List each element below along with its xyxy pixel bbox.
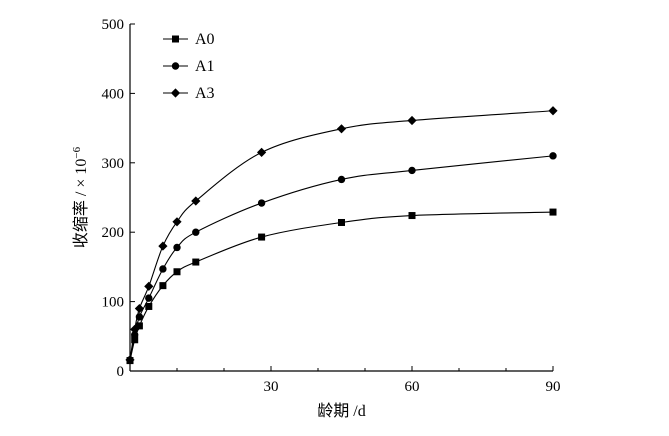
data-point-a1 — [145, 294, 153, 302]
y-tick-label: 400 — [102, 86, 125, 102]
data-point-a1 — [408, 166, 416, 175]
legend-item-a3: A3 — [163, 85, 215, 102]
data-point-a3 — [548, 106, 558, 116]
legend-label: A3 — [195, 85, 215, 102]
legend-item-a1: A1 — [163, 58, 215, 75]
series-a3 — [125, 106, 558, 365]
data-point-a3 — [125, 355, 135, 365]
legend-label: A0 — [195, 31, 215, 48]
y-tick-label: 200 — [102, 225, 125, 241]
data-point-a3 — [191, 196, 201, 206]
legend-label: A1 — [195, 58, 215, 75]
x-tick-label: 60 — [405, 379, 420, 395]
data-point-a0 — [135, 322, 143, 330]
y-tick-label: 500 — [102, 17, 125, 33]
y-tick-label: 100 — [102, 295, 125, 311]
legend-marker — [170, 88, 181, 98]
data-point-a0 — [131, 336, 139, 344]
data-point-a1 — [131, 331, 139, 339]
series-line-a3 — [129, 110, 554, 360]
data-point-a0 — [192, 258, 200, 266]
legend-item-a0: A0 — [163, 31, 215, 48]
data-point-a3 — [172, 217, 182, 227]
data-point-a0 — [173, 268, 181, 276]
data-point-a0 — [408, 212, 416, 220]
x-tick-label: 90 — [546, 379, 561, 395]
data-point-a0 — [145, 302, 153, 310]
series-layer — [125, 106, 558, 365]
data-point-a1 — [159, 265, 167, 273]
data-point-a0 — [338, 218, 345, 226]
data-point-a3 — [130, 324, 140, 334]
legend-marker — [172, 35, 179, 43]
y-axis-title-main: 收缩率 / × 10 — [72, 159, 90, 248]
data-point-a3 — [257, 147, 267, 157]
ticks: 0 100 200 300 400 500 30 60 90 — [102, 17, 561, 395]
data-point-a1 — [549, 152, 557, 160]
series-line-a1 — [129, 155, 554, 360]
x-tick-label: 30 — [264, 379, 279, 395]
series-a0 — [126, 208, 557, 365]
data-point-a0 — [159, 282, 167, 290]
data-point-a3 — [144, 281, 154, 291]
data-point-a3 — [407, 115, 417, 126]
legend: A0 A1 A3 — [163, 31, 215, 102]
y-tick-label: 0 — [117, 364, 125, 380]
series-a1 — [126, 152, 557, 364]
data-point-a0 — [549, 208, 557, 216]
data-point-a1 — [257, 199, 266, 207]
legend-marker — [171, 62, 180, 70]
y-axis-title-exponent: −6 — [71, 146, 83, 158]
data-point-a3 — [158, 241, 168, 251]
data-point-a1 — [192, 228, 200, 236]
y-tick-label: 300 — [102, 156, 125, 172]
y-axis-title: 收缩率 / × 10−6 — [71, 146, 90, 248]
data-point-a1 — [173, 243, 181, 252]
data-point-a0 — [258, 233, 266, 241]
x-axis-title: 龄期 /d — [317, 402, 365, 420]
data-point-a1 — [337, 175, 346, 184]
axes — [129, 24, 553, 372]
data-point-a3 — [134, 303, 144, 314]
data-point-a3 — [336, 124, 347, 134]
